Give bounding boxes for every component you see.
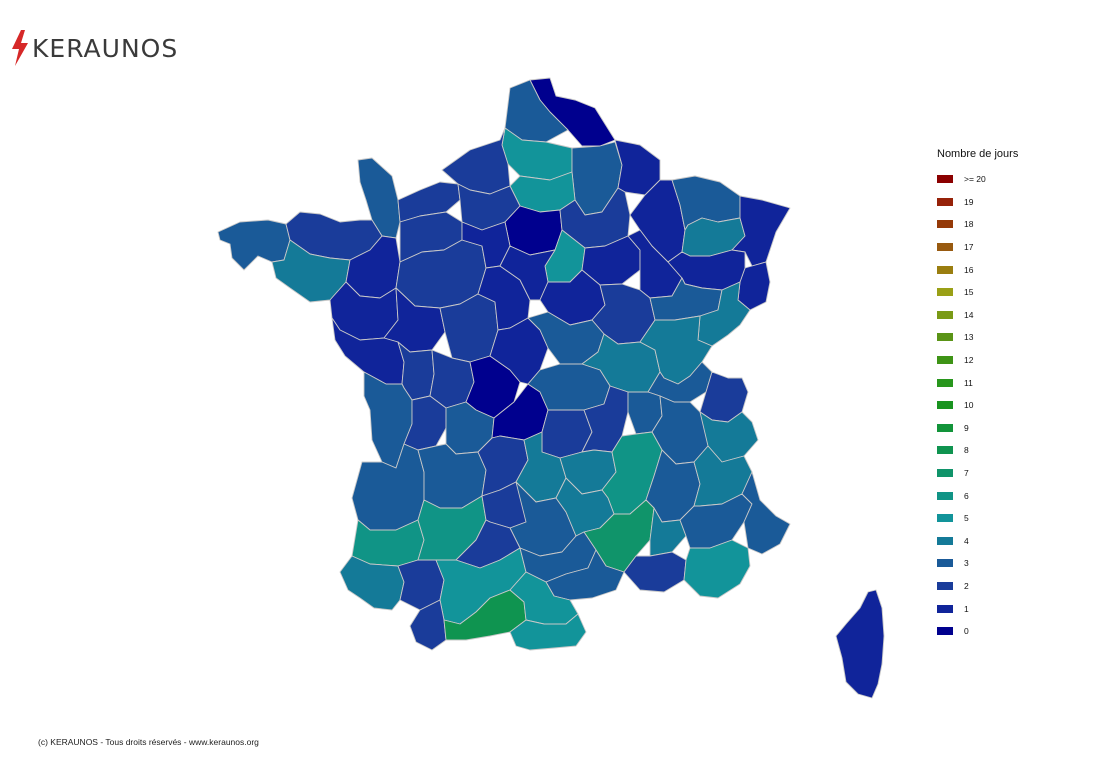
legend-item: 17: [937, 236, 1018, 259]
legend-label: 19: [964, 196, 974, 207]
department-marne: [559, 187, 631, 249]
legend-item: 6: [937, 484, 1018, 507]
legend-item: 13: [937, 326, 1018, 349]
legend-label: 11: [964, 377, 973, 388]
legend-swatch: [937, 220, 953, 229]
department-pyrenees-orientales: [509, 613, 587, 651]
keraunos-logo: KERAUNOS: [10, 30, 178, 66]
legend-label: 17: [964, 242, 974, 253]
legend-item: >= 20: [937, 168, 1018, 191]
legend-swatch: [937, 175, 953, 184]
legend-item: 15: [937, 281, 1018, 304]
legend-item: 5: [937, 507, 1018, 530]
department-alpes-maritimes: [741, 471, 791, 555]
legend-swatch: [937, 491, 953, 500]
legend-label: 10: [964, 400, 974, 411]
legend-item: 3: [937, 552, 1018, 575]
legend-title: Nombre de jours: [937, 148, 1019, 160]
legend-swatch: [937, 581, 953, 590]
legend-item: 14: [937, 304, 1018, 327]
legend-label: >= 20: [964, 174, 986, 185]
legend-item: 9: [937, 417, 1018, 440]
legend-item: 18: [937, 213, 1018, 236]
legend-item: 2: [937, 575, 1018, 598]
legend-item: 1: [937, 597, 1018, 620]
legend-item: 11: [937, 371, 1018, 394]
legend-swatch: [937, 288, 953, 297]
legend-item: 12: [937, 349, 1018, 372]
copyright-footer: (c) KERAUNOS - Tous droits réservés - ww…: [38, 737, 259, 747]
legend-swatch: [937, 378, 953, 387]
legend-label: 15: [964, 287, 974, 298]
legend-label: 18: [964, 219, 974, 230]
department-vaucluse: [649, 507, 687, 557]
legend-label: 14: [964, 309, 974, 320]
legend: Nombre de jours >= 20 19 18 17 16 15 14 13 12 11 1…: [937, 148, 1018, 642]
legend-label: 4: [964, 535, 969, 546]
legend-swatch: [937, 197, 953, 206]
legend-swatch: [937, 514, 953, 523]
legend-items: >= 20 19 18 17 16 15 14 13 12 11 10 9 8 7 6 5 4 3 2 1 0: [937, 168, 1018, 642]
legend-swatch: [937, 310, 953, 319]
department-loiret: [499, 245, 556, 301]
legend-swatch: [937, 559, 953, 568]
legend-label: 8: [964, 445, 969, 456]
legend-label: 0: [964, 626, 969, 637]
department-hautes-pyrenees: [409, 599, 447, 651]
legend-swatch: [937, 401, 953, 410]
legend-item: 8: [937, 439, 1018, 462]
legend-swatch: [937, 536, 953, 545]
legend-swatch: [937, 469, 953, 478]
legend-item: 4: [937, 530, 1018, 553]
legend-label: 16: [964, 264, 974, 275]
legend-swatch: [937, 446, 953, 455]
legend-swatch: [937, 604, 953, 613]
legend-label: 13: [964, 332, 974, 343]
legend-swatch: [937, 423, 953, 432]
legend-label: 12: [964, 355, 974, 366]
legend-swatch: [937, 627, 953, 636]
legend-label: 3: [964, 558, 969, 569]
legend-label: 5: [964, 513, 969, 524]
brand-name: KERAUNOS: [32, 33, 179, 63]
legend-item: 16: [937, 258, 1018, 281]
legend-swatch: [937, 265, 953, 274]
department-var: [683, 539, 751, 599]
department-dordogne: [417, 443, 487, 509]
legend-item: 19: [937, 191, 1018, 214]
department-corse: [835, 589, 885, 699]
department-loir-et-cher: [477, 265, 531, 331]
lightning-bolt-icon: [12, 30, 28, 66]
legend-swatch: [937, 356, 953, 365]
legend-label: 6: [964, 490, 969, 501]
legend-label: 2: [964, 580, 969, 591]
legend-label: 9: [964, 422, 969, 433]
legend-swatch: [937, 243, 953, 252]
legend-item: 0: [937, 620, 1018, 643]
legend-item: 7: [937, 462, 1018, 485]
legend-swatch: [937, 333, 953, 342]
legend-label: 1: [964, 603, 969, 614]
legend-label: 7: [964, 468, 969, 479]
legend-item: 10: [937, 394, 1018, 417]
